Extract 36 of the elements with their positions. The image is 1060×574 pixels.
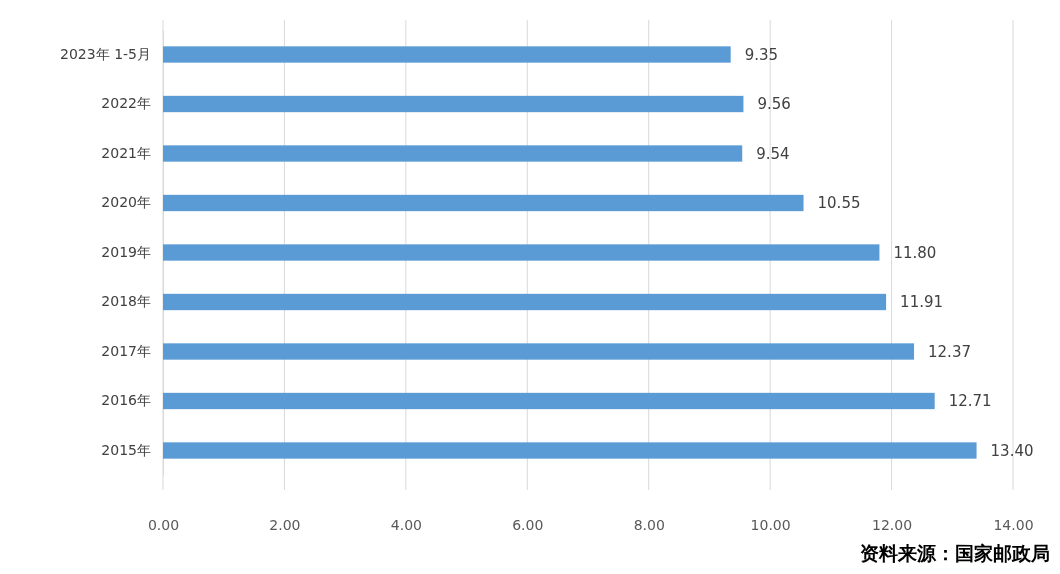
bar	[163, 392, 935, 410]
y-tick-label: 2016年	[101, 392, 151, 409]
x-tick-label: 6.00	[512, 516, 544, 533]
data-label: 12.37	[928, 342, 971, 361]
x-tick-label: 8.00	[633, 516, 665, 533]
y-tick-label: 2021年	[101, 144, 151, 161]
data-label: 13.40	[990, 441, 1034, 460]
data-label: 9.35	[744, 45, 779, 64]
y-tick-label: 2018年	[101, 293, 151, 310]
data-label: 10.55	[817, 194, 861, 213]
bar	[163, 343, 915, 360]
x-tick-label: 4.00	[390, 516, 422, 533]
y-tick-label: 2023年 1-5月	[60, 45, 151, 62]
bar	[163, 46, 731, 63]
bar	[163, 442, 977, 459]
data-label: 12.71	[948, 392, 992, 411]
bar	[163, 95, 744, 113]
y-tick-label: 2022年	[101, 95, 151, 112]
data-label: 11.91	[900, 293, 944, 312]
y-tick-label: 2015年	[101, 441, 151, 458]
bar	[163, 293, 887, 311]
x-tick-label: 2.00	[269, 516, 301, 533]
data-label: 9.56	[757, 95, 791, 114]
x-tick-label: 14.00	[993, 516, 1034, 533]
text: 资料来源：国家邮政局	[860, 542, 1050, 564]
bar	[163, 145, 743, 162]
data-label: 11.80	[893, 243, 937, 262]
y-tick-label: 2017年	[101, 342, 151, 359]
bar	[163, 194, 804, 212]
data-label: 9.54	[756, 144, 790, 163]
x-tick-label: 0.00	[147, 516, 180, 533]
y-tick-label: 2020年	[101, 194, 151, 211]
y-tick-label: 2019年	[101, 243, 151, 260]
bar	[163, 244, 880, 261]
x-tick-label: 12.00	[872, 516, 913, 533]
x-tick-label: 10.00	[750, 516, 791, 533]
